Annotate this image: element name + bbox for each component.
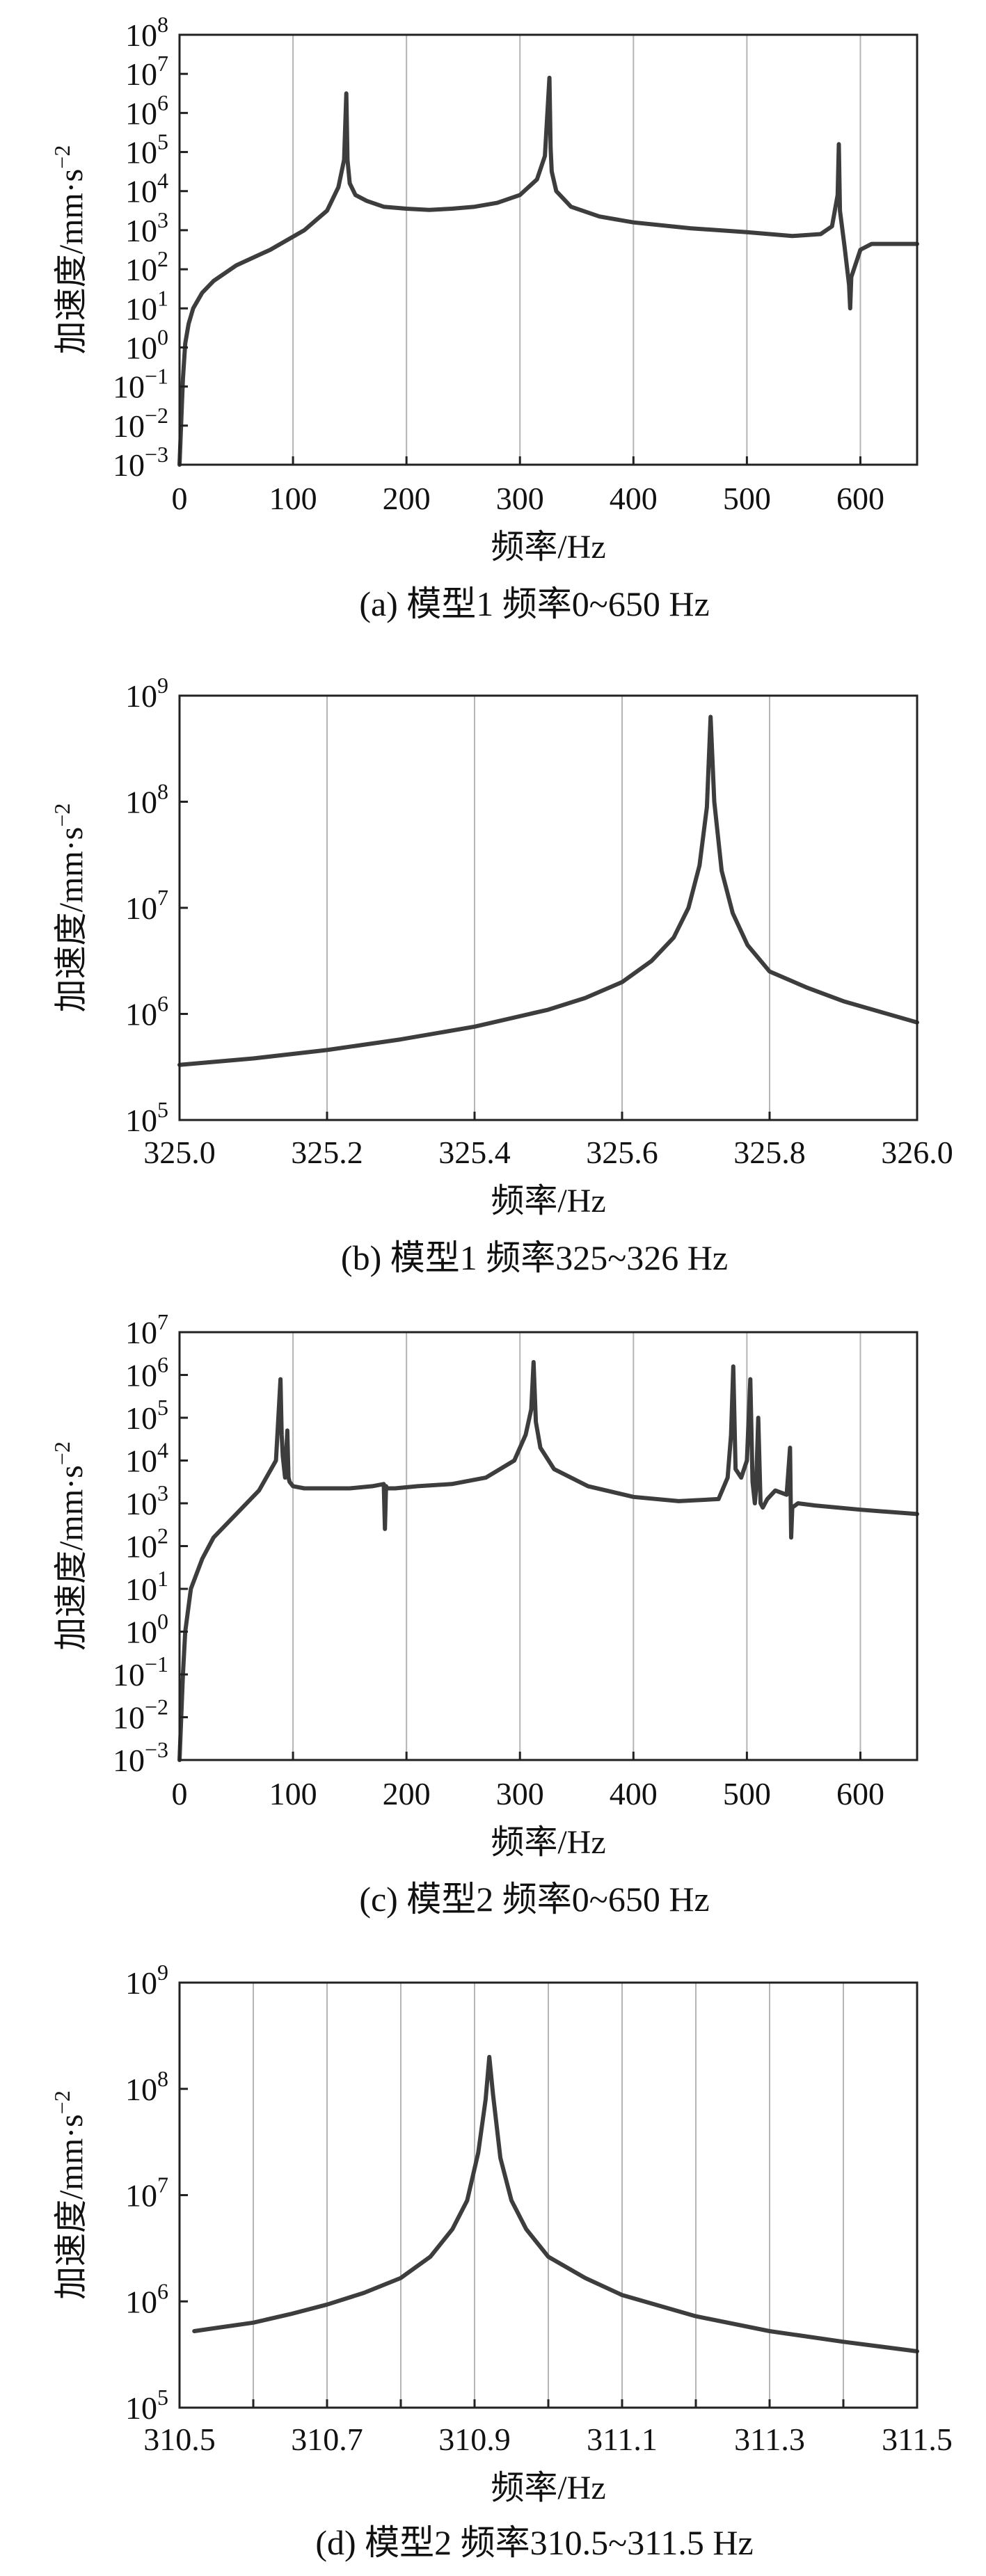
y-tick-label: 109 (125, 673, 168, 714)
x-tick-label: 311.3 (734, 2422, 805, 2457)
y-tick-label: 103 (125, 207, 168, 248)
y-axis-label: 加速度/mm·s−2 (49, 803, 90, 1013)
y-tick-label: 102 (125, 246, 168, 287)
y-tick-label: 103 (125, 1480, 168, 1521)
y-tick-label: 107 (125, 2173, 168, 2214)
y-tick-label: 107 (125, 51, 168, 92)
plot-area-c (178, 1331, 919, 1761)
chart-svg-b: 325.0 325.2 325.4 325.6 325.8 326.0 105 106 107 1… (49, 673, 953, 1277)
y-tick-label: 100 (125, 1609, 168, 1650)
chart-caption-c: (c) 模型2 频率0~650 Hz (359, 1880, 709, 1919)
y-tick-label: 10−3 (113, 442, 168, 483)
y-tick-label: 105 (125, 2385, 168, 2426)
x-tick-label: 200 (383, 1776, 431, 1811)
x-tick-label: 0 (172, 1776, 188, 1811)
y-tick-label: 10−1 (113, 364, 168, 405)
y-tick-label: 101 (125, 1566, 168, 1607)
x-tick-label: 325.4 (438, 1135, 511, 1170)
y-tick-label: 104 (125, 168, 168, 209)
y-tick-label: 106 (125, 991, 168, 1032)
chart-panel-a: 0 100 200 300 400 500 600 10−3 10−2 10−1 100 101 102… (0, 0, 986, 647)
x-tick-label: 325.2 (291, 1135, 363, 1170)
x-tick-label: 500 (723, 1776, 771, 1811)
x-tick-label: 325.0 (143, 1135, 216, 1170)
x-tick-label: 300 (496, 481, 544, 516)
plot-area-b (178, 694, 919, 1121)
x-tick-label: 400 (610, 481, 658, 516)
y-tick-label: 109 (125, 1960, 168, 2001)
x-tick-label: 100 (269, 1776, 317, 1811)
y-tick-label: 107 (125, 885, 168, 926)
y-tick-label: 101 (125, 285, 168, 326)
y-tick-label: 105 (125, 1097, 168, 1138)
series-line-d (192, 2054, 919, 2353)
y-tick-label: 10−1 (113, 1651, 168, 1693)
y-tick-label: 104 (125, 1438, 168, 1479)
x-tick-label: 500 (723, 481, 771, 516)
x-tick-label: 325.8 (733, 1135, 806, 1170)
x-axis-label: 频率/Hz (491, 529, 605, 566)
chart-svg-d: 310.5 310.7 310.9 311.1 311.3 311.5 105 106 107 1… (49, 1960, 953, 2562)
y-tick-label: 10−2 (113, 1695, 168, 1736)
x-tick-label: 300 (496, 1776, 544, 1811)
x-tick-label: 600 (836, 481, 884, 516)
x-tick-label: 326.0 (881, 1135, 953, 1170)
x-tick-label: 200 (383, 481, 431, 516)
x-tick-label: 600 (836, 1776, 884, 1811)
plot-area-a (178, 33, 919, 466)
x-tick-label: 325.6 (586, 1135, 658, 1170)
chart-svg-a: 0 100 200 300 400 500 60010−310−210−1100101102… (49, 12, 919, 623)
y-tick-label: 10−2 (113, 403, 168, 444)
series-line-a (177, 75, 919, 467)
y-axis-label: 加速度/mm·s−2 (49, 2090, 90, 2300)
chart-panel-b: 325.0 325.2 325.4 325.6 325.8 326.0 105 106 107 1… (0, 647, 986, 1294)
x-tick-label: 311.5 (882, 2422, 953, 2457)
y-axis-label: 加速度/mm·s−2 (49, 1441, 90, 1651)
chart-panel-c: 0 100 200 300 400 500 600 10−3 10−2 10−1 100 101 102… (0, 1294, 986, 1941)
y-tick-label: 105 (125, 129, 168, 170)
chart-panel-d: 310.5 310.7 310.9 311.1 311.3 311.5 105 106 107 1… (0, 1941, 986, 2576)
y-tick-label: 107 (125, 1309, 168, 1350)
y-tick-label: 100 (125, 324, 168, 365)
y-tick-label: 105 (125, 1395, 168, 1436)
x-tick-label: 310.5 (143, 2422, 216, 2457)
chart-caption-a: (a) 模型1 频率0~650 Hz (359, 584, 709, 623)
y-tick-label: 106 (125, 2278, 168, 2319)
series-line-b (177, 714, 919, 1067)
y-tick-label: 102 (125, 1523, 168, 1565)
y-axis-label: 加速度/mm·s−2 (49, 145, 90, 355)
y-tick-label: 10−3 (113, 1737, 168, 1778)
y-tick-label: 108 (125, 12, 168, 53)
y-tick-label: 106 (125, 90, 168, 131)
chart-caption-d: (d) 模型2 频率310.5~311.5 Hz (315, 2523, 753, 2562)
x-axis-label: 频率/Hz (491, 2470, 605, 2506)
x-tick-label: 0 (172, 481, 188, 516)
x-tick-label: 311.1 (587, 2422, 658, 2457)
chart-caption-b: (b) 模型1 频率325~326 Hz (341, 1238, 728, 1277)
x-axis-label: 频率/Hz (491, 1183, 605, 1219)
chart-svg-c: 0 100 200 300 400 500 60010−310−210−1100101102… (49, 1309, 919, 1919)
x-tick-label: 310.7 (291, 2422, 363, 2457)
x-tick-label: 310.9 (438, 2422, 511, 2457)
series-line-c (177, 1360, 919, 1762)
x-tick-label: 400 (610, 1776, 658, 1811)
y-tick-label: 108 (125, 779, 168, 820)
x-tick-label: 100 (269, 481, 317, 516)
y-tick-label: 106 (125, 1352, 168, 1393)
x-axis-label: 频率/Hz (491, 1824, 605, 1861)
y-tick-label: 108 (125, 2066, 168, 2107)
